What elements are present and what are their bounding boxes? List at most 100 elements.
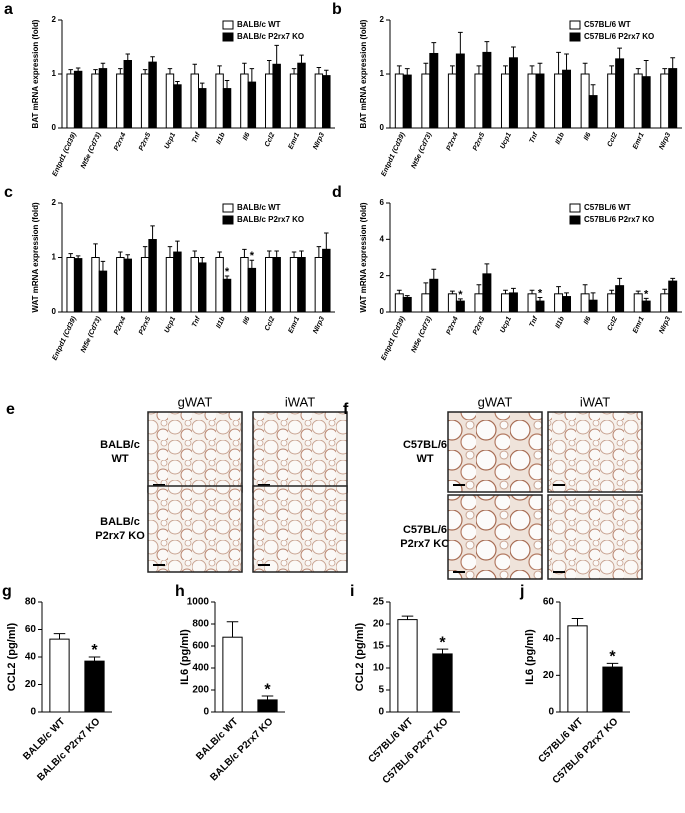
panel-letter: h [175, 583, 185, 600]
legend-swatch [222, 20, 234, 30]
legend-label: BALB/c WT [237, 203, 281, 212]
error-bar [511, 287, 516, 293]
error-bar [291, 68, 297, 74]
legend-swatch [569, 20, 581, 30]
bar [66, 257, 75, 313]
y-axis-label: CCL2 (pg/ml) [6, 622, 18, 691]
x-tick-label: C57BL/6 P2rx7 KO [551, 716, 621, 786]
row-label: BALB/c [100, 516, 140, 528]
error-bar [291, 251, 297, 258]
bar [429, 52, 439, 129]
error-bar [582, 284, 588, 294]
y-tick-label: 800 [192, 619, 209, 630]
error-bar [125, 254, 131, 260]
bar [322, 248, 331, 313]
y-tick-label: 600 [192, 641, 209, 652]
y-tick-label: 40 [25, 652, 37, 663]
error-bar [192, 63, 198, 74]
significance-label: * [264, 681, 271, 698]
bar [474, 73, 484, 129]
bar [73, 70, 83, 129]
bar [98, 270, 108, 313]
bar [165, 73, 175, 129]
legend-label: BALB/c P2rx7 KO [237, 32, 304, 41]
error-bar [224, 79, 230, 89]
error-bar [643, 297, 649, 302]
bar [447, 293, 457, 313]
y-tick-label: 0 [52, 123, 57, 132]
legend-label: C57BL/6 P2rx7 KO [584, 32, 654, 41]
y-tick-label: 20 [543, 670, 555, 681]
column-header: gWAT [478, 394, 513, 409]
error-bar [457, 298, 463, 302]
bar [140, 257, 150, 313]
error-bar [118, 68, 123, 74]
error-bar [142, 69, 148, 74]
bar [482, 51, 492, 129]
x-tick-label: BALB/c P2rx7 KO [208, 716, 275, 783]
panel-letter: j [519, 583, 524, 600]
row-label: BALB/c [100, 439, 140, 451]
y-tick-label: 40 [543, 633, 555, 644]
bar [123, 258, 132, 313]
micrograph [147, 485, 243, 573]
x-tick-label: P2rx4 [445, 316, 459, 336]
x-tick-label: Entpd1 (Cd39) [51, 315, 78, 362]
x-tick-label: Ucp1 [499, 132, 513, 151]
panel-letter: g [2, 583, 12, 600]
bar [190, 73, 200, 129]
bar [272, 257, 281, 313]
bar [257, 699, 278, 713]
error-bar [299, 250, 304, 258]
error-bar [670, 277, 676, 282]
bar [66, 73, 75, 129]
bar [482, 273, 492, 313]
bar [402, 296, 412, 313]
bar [633, 293, 643, 313]
significance-label: * [225, 266, 230, 278]
y-tick-label: 2 [52, 198, 57, 207]
error-bar [503, 65, 508, 74]
bar [615, 285, 625, 313]
error-bar [643, 60, 649, 77]
x-tick-label: Nlrp3 [312, 132, 326, 151]
legend-swatch [569, 203, 581, 213]
y-tick-label: 0 [203, 707, 209, 718]
x-tick-label: Nlrp3 [658, 316, 672, 335]
y-tick-label: 2 [380, 15, 385, 24]
bar [198, 262, 207, 313]
x-tick-label: Entpd1 (Cd39) [380, 315, 407, 362]
error-bar [150, 225, 155, 240]
x-tick-label: Emr1 [288, 132, 302, 151]
error-bar [274, 44, 279, 65]
legend-label: C57BL/6 P2rx7 KO [584, 215, 654, 224]
bar [633, 73, 643, 129]
error-bar [556, 286, 561, 294]
error-bar [449, 290, 455, 294]
x-tick-label: Nlrp3 [658, 132, 672, 151]
bar [240, 73, 249, 129]
bar [602, 666, 623, 713]
bar [165, 257, 175, 313]
error-bar [167, 68, 173, 74]
x-tick-label: Ucp1 [164, 132, 178, 151]
bar [73, 258, 83, 313]
y-axis-label: CCL2 (pg/ml) [354, 622, 366, 691]
micrograph [547, 411, 643, 493]
bar [123, 60, 132, 129]
bar [240, 257, 249, 313]
y-tick-label: 80 [25, 597, 37, 608]
error-bar [274, 250, 279, 258]
error-bar [100, 62, 106, 69]
error-bar [75, 255, 81, 259]
bar [148, 239, 157, 313]
x-tick-label: Nt5e (Cd73) [80, 131, 103, 170]
significance-label: * [644, 288, 649, 300]
error-bar [571, 618, 584, 626]
significance-label: * [250, 250, 255, 262]
x-tick-label: Il6 [242, 316, 252, 326]
error-bar [431, 268, 437, 280]
error-bar [242, 248, 247, 258]
bar [272, 63, 281, 129]
